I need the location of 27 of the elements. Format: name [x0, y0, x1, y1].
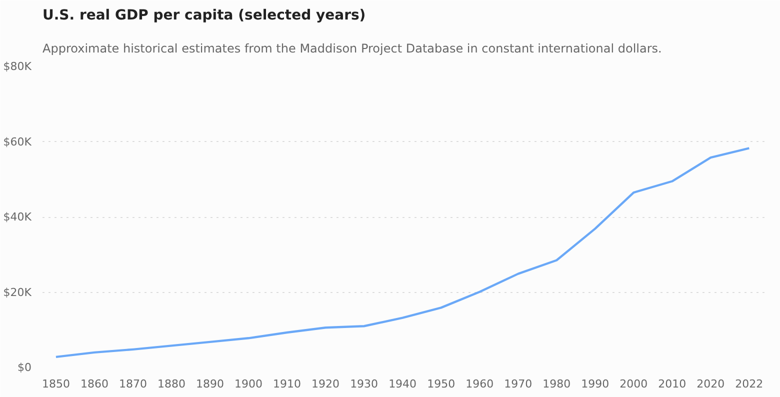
- chart-title: U.S. real GDP per capita (selected years): [42, 8, 366, 24]
- x-tick-label: 1940: [388, 378, 417, 390]
- y-tick-label: $20K: [3, 286, 32, 299]
- x-tick-label: 1980: [542, 378, 571, 390]
- x-tick-label: 1990: [581, 378, 610, 390]
- x-tick-label: 2000: [620, 378, 648, 390]
- x-tick-label: 2010: [658, 378, 686, 390]
- y-tick-label: $0: [18, 361, 32, 374]
- x-tick-label: 1860: [80, 378, 108, 390]
- x-tick-label: 1900: [234, 378, 263, 390]
- x-tick-label: 1910: [273, 378, 302, 390]
- x-tick-label: 1920: [312, 378, 340, 390]
- chart-subtitle: Approximate historical estimates from the Maddison Project Database in constant international dollars.: [42, 42, 662, 56]
- line-series: [54, 147, 750, 358]
- x-tick-label: 1890: [196, 378, 224, 390]
- y-tick-label: $60K: [3, 135, 32, 148]
- x-tick-label: 1970: [504, 378, 532, 390]
- x-tick-label: 1950: [427, 378, 456, 390]
- x-tick-label: 1870: [119, 378, 148, 390]
- x-tick-label: 2022: [735, 378, 764, 390]
- x-tick-label: 1930: [350, 378, 378, 390]
- x-tick-label: 2020: [696, 378, 725, 390]
- x-tick-label: 1880: [158, 378, 186, 390]
- x-tick-label: 1850: [42, 378, 70, 390]
- x-tick-label: 1960: [466, 378, 494, 390]
- y-tick-label: $40K: [3, 210, 32, 224]
- y-tick-label: $80K: [3, 60, 32, 73]
